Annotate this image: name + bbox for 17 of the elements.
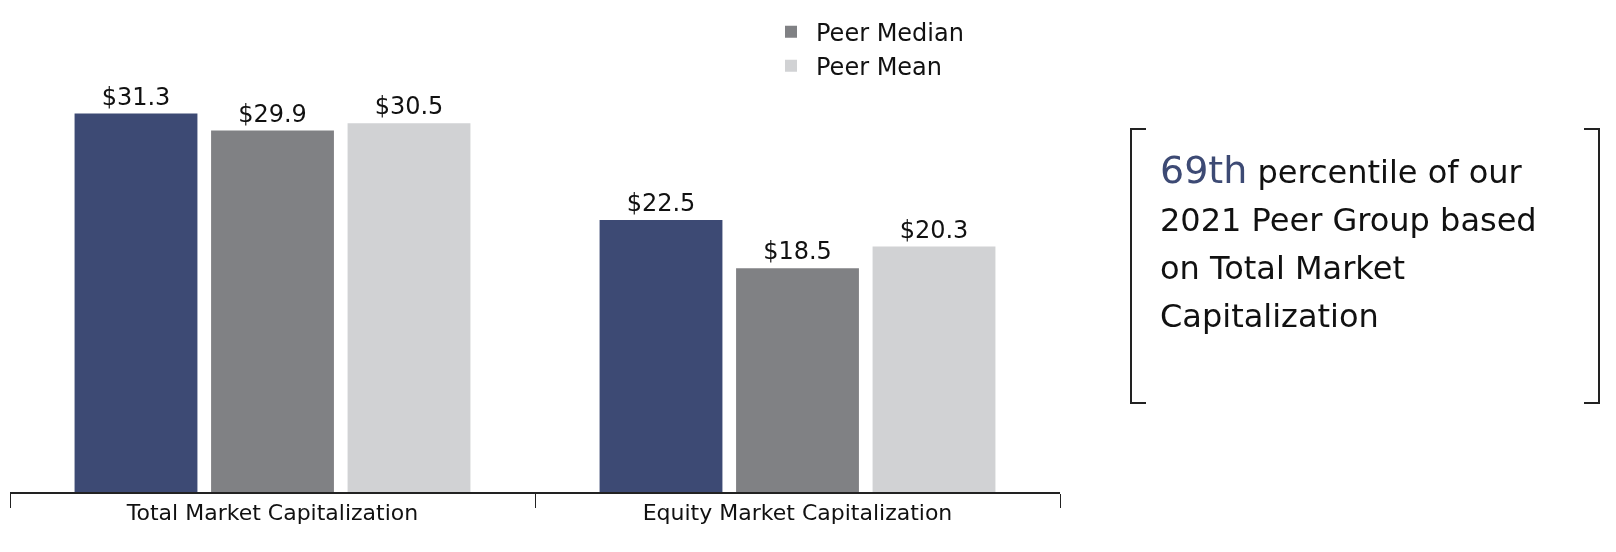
bar (736, 268, 859, 492)
bar (872, 246, 996, 492)
x-tick-label: Total Market Capitalization (125, 500, 419, 526)
legend-label: Peer Median (816, 19, 964, 47)
data-label: $31.3 (101, 82, 171, 111)
data-label: $18.5 (763, 237, 832, 266)
bar (599, 219, 723, 492)
x-tick-label: Equity Market Capitalization (642, 500, 953, 526)
bar (211, 130, 334, 492)
bar (347, 123, 471, 492)
data-label: $30.5 (374, 92, 444, 121)
data-label: $22.5 (626, 188, 696, 217)
text: 69th percentile of our 2021 Peer Group based on Total Market Capitalization (1160, 147, 1538, 337)
legend-label: Peer Mean (816, 53, 943, 82)
data-label: $29.9 (238, 99, 307, 128)
bar (74, 113, 198, 492)
data-label: $20.3 (899, 215, 969, 244)
